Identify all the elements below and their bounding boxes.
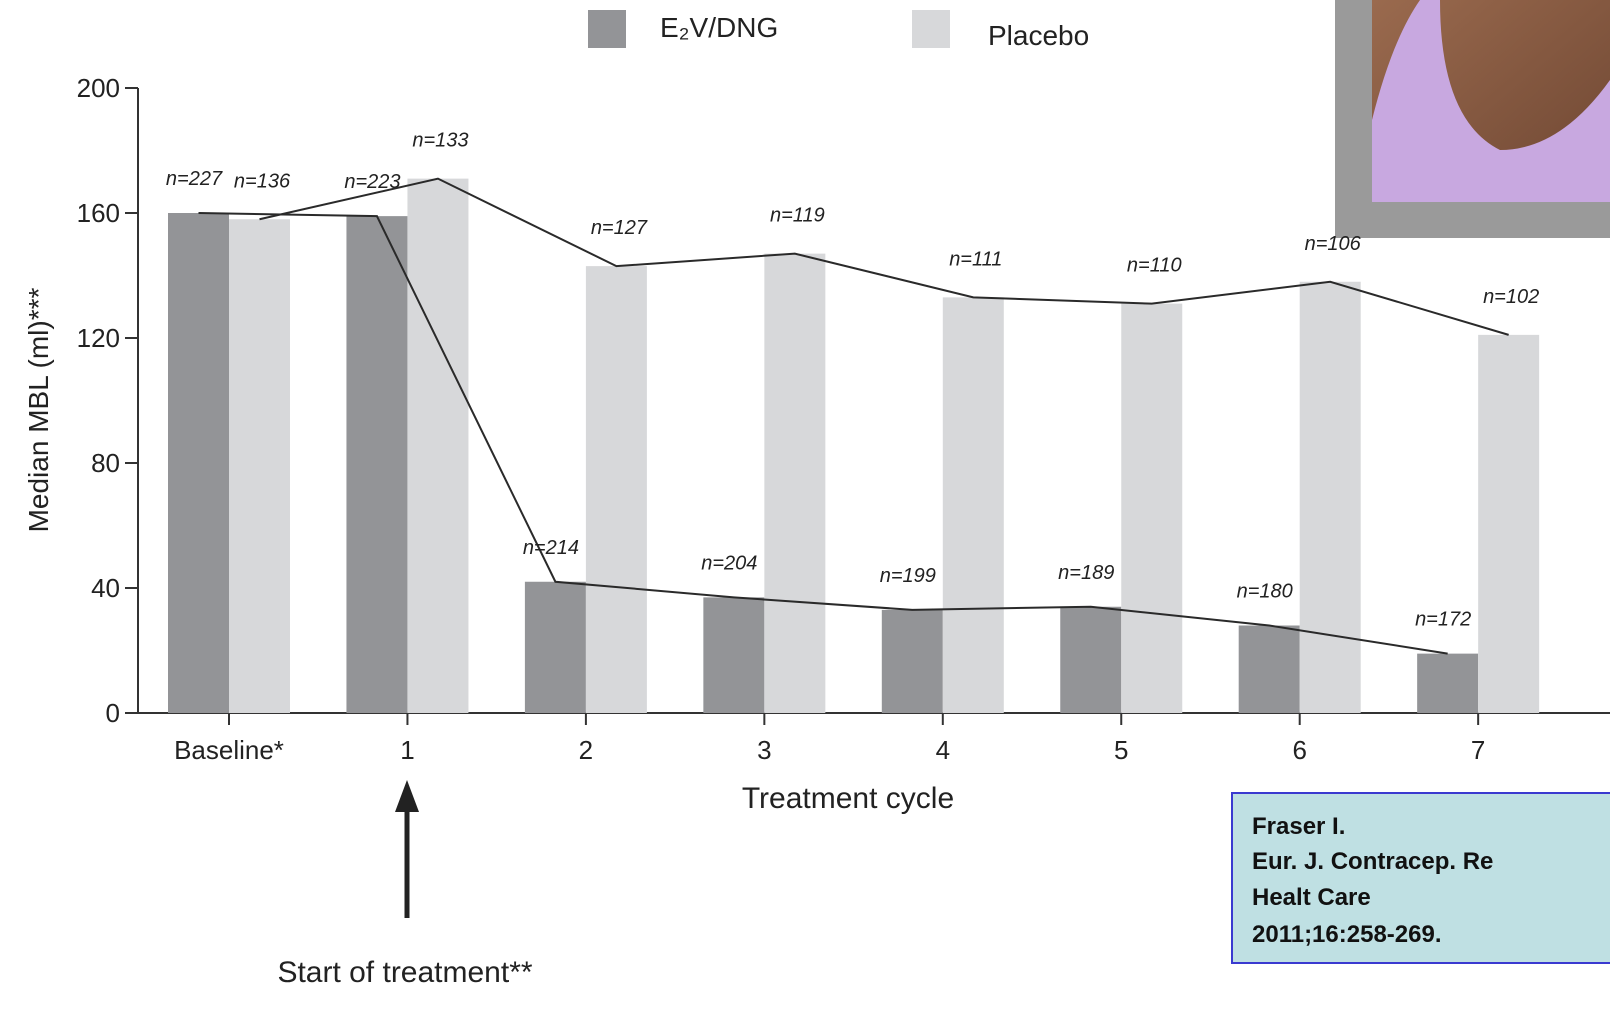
n-label: n=189 (1058, 562, 1114, 584)
x-tick-label: 5 (1114, 735, 1128, 765)
x-tick-label: 6 (1292, 735, 1306, 765)
x-tick-label: Baseline* (174, 735, 284, 765)
bar (1121, 304, 1182, 713)
bar (1417, 654, 1478, 713)
n-label: n=111 (949, 248, 1002, 270)
photo (1335, 0, 1610, 238)
x-tick-label: 1 (400, 735, 414, 765)
citation-line: Healt Care (1252, 884, 1371, 911)
n-label: n=106 (1305, 233, 1362, 255)
citation: Fraser I. Eur. J. Contracep. Re Healt Ca… (1232, 793, 1610, 963)
n-label: n=214 (523, 537, 579, 559)
y-tick-label: 200 (77, 73, 120, 103)
x-tick-label: 3 (757, 735, 771, 765)
bar (882, 610, 943, 713)
legend-swatch (588, 10, 626, 48)
bar (1300, 282, 1361, 713)
x-tick-label: 4 (936, 735, 950, 765)
bar (1239, 626, 1300, 714)
n-label: n=180 (1237, 581, 1293, 603)
bar (1060, 607, 1121, 713)
bar (407, 179, 468, 713)
chart: Median MBL (ml)*** Treatment cycle Start… (0, 0, 1610, 1013)
bar (229, 219, 290, 713)
n-label: n=119 (770, 205, 825, 227)
legend-label: E₂V/DNG (660, 12, 778, 43)
y-tick-label: 160 (77, 198, 120, 228)
n-label: n=110 (1127, 255, 1182, 277)
bar (943, 297, 1004, 713)
page: {"chart_data": { "type": "bar", "y_label… (0, 0, 1610, 1013)
bar (168, 213, 229, 713)
y-tick-label: 0 (106, 698, 120, 728)
citation-line: Fraser I. (1252, 813, 1345, 840)
x-axis-label: Treatment cycle (742, 782, 954, 815)
x-tick-label: 2 (579, 735, 593, 765)
bar (346, 216, 407, 713)
n-label: n=127 (591, 217, 648, 239)
n-label: n=172 (1415, 609, 1471, 631)
bar (703, 597, 764, 713)
n-label: n=227 (166, 168, 223, 190)
y-axis-label: Median MBL (ml)*** (23, 287, 54, 532)
y-tick-label: 80 (91, 448, 120, 478)
arrow-head (395, 780, 419, 812)
legend-label: Placebo (988, 20, 1089, 51)
n-label: n=133 (412, 130, 468, 152)
citation-line: 2011;16:258-269. (1252, 921, 1442, 948)
annotation: Start of treatment** (277, 956, 532, 989)
n-label: n=199 (880, 565, 936, 587)
n-label: n=136 (234, 170, 291, 192)
bar (586, 266, 647, 713)
bar (764, 254, 825, 713)
y-tick-label: 40 (91, 573, 120, 603)
y-tick-label: 120 (77, 323, 120, 353)
legend-swatch (912, 10, 950, 48)
citation-line: Eur. J. Contracep. Re (1252, 848, 1493, 875)
n-label: n=102 (1483, 286, 1539, 308)
n-label: n=204 (701, 552, 757, 574)
x-tick-label: 7 (1471, 735, 1485, 765)
bar (1478, 335, 1539, 713)
bar (525, 582, 586, 713)
